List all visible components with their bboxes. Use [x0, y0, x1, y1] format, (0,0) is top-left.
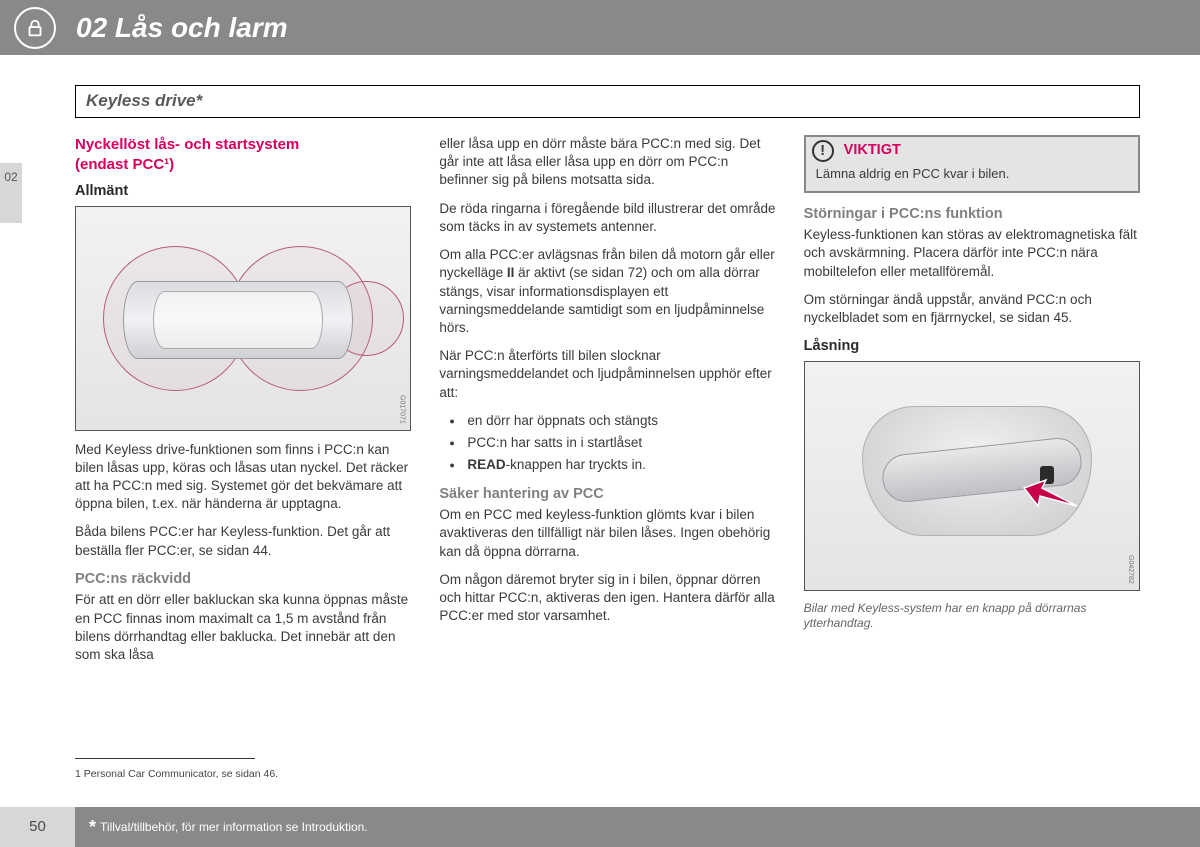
paragraph: Keyless-funktionen kan störas av elektro…	[804, 226, 1140, 281]
subheading: Säker hantering av PCC	[439, 485, 775, 505]
section-title: Keyless drive*	[75, 85, 1140, 118]
footer-text: Tillval/tillbehör, för mer information s…	[100, 819, 368, 835]
figure-coverage: G017071	[75, 206, 411, 431]
column-1: Nyckellöst lås- och startsystem (endast …	[75, 135, 411, 674]
footer-bar: * Tillval/tillbehör, för mer information…	[75, 807, 1200, 847]
subheading: Allmänt	[75, 182, 411, 202]
important-callout: ! VIKTIGT Lämna aldrig en PCC kvar i bil…	[804, 135, 1140, 193]
asterisk-icon: *	[89, 815, 96, 839]
footnote: 1 Personal Car Communicator, se sidan 46…	[75, 767, 278, 781]
column-3: ! VIKTIGT Lämna aldrig en PCC kvar i bil…	[804, 135, 1140, 674]
subheading: PCC:ns räckvidd	[75, 570, 411, 590]
footnote-divider	[75, 758, 255, 759]
paragraph: Om någon däremot bryter sig in i bilen, …	[439, 571, 775, 626]
list-item: PCC:n har satts in i startlåset	[439, 434, 775, 452]
paragraph: Om en PCC med keyless-funktion glömts kv…	[439, 506, 775, 561]
heading-line2: (endast PCC¹)	[75, 156, 174, 173]
paragraph: Om alla PCC:er avlägsnas från bilen då m…	[439, 246, 775, 337]
figure-id: G042782	[1126, 555, 1135, 584]
figure-id: G017071	[397, 395, 406, 424]
footer: 50 * Tillval/tillbehör, för mer informat…	[0, 807, 1200, 847]
paragraph: eller låsa upp en dörr måste bära PCC:n …	[439, 135, 775, 190]
paragraph: För att en dörr eller bakluckan ska kunn…	[75, 591, 411, 664]
subheading: Störningar i PCC:ns funktion	[804, 205, 1140, 225]
bold-text: READ	[467, 457, 505, 472]
chapter-title: 02 Lås och larm	[76, 9, 288, 47]
lock-icon	[14, 7, 56, 49]
list-item: en dörr har öppnats och stängts	[439, 412, 775, 430]
paragraph: Båda bilens PCC:er har Keyless-funktion.…	[75, 523, 411, 559]
paragraph: Om störningar ändå uppstår, använd PCC:n…	[804, 291, 1140, 327]
header-bar: 02 Lås och larm	[0, 0, 1200, 55]
column-2: eller låsa upp en dörr måste bära PCC:n …	[439, 135, 775, 674]
subheading: Låsning	[804, 337, 1140, 357]
bullet-list: en dörr har öppnats och stängts PCC:n ha…	[439, 412, 775, 475]
side-tab: 02	[0, 163, 22, 223]
content-columns: Nyckellöst lås- och startsystem (endast …	[75, 135, 1140, 674]
important-title: VIKTIGT	[844, 141, 901, 161]
figure-handle: G042782	[804, 361, 1140, 591]
warning-icon: !	[812, 140, 834, 162]
paragraph: Med Keyless drive-funktionen som finns i…	[75, 441, 411, 514]
page-number: 50	[0, 807, 75, 847]
list-item: READ-knappen har tryckts in.	[439, 456, 775, 474]
paragraph: När PCC:n återförts till bilen slocknar …	[439, 347, 775, 402]
heading-line1: Nyckellöst lås- och startsystem	[75, 136, 299, 153]
important-body: Lämna aldrig en PCC kvar i bilen.	[806, 163, 1138, 191]
text-span: -knappen har tryckts in.	[506, 457, 646, 472]
figure-caption: Bilar med Keyless-system har en knapp på…	[804, 601, 1140, 631]
paragraph: De röda ringarna i föregående bild illus…	[439, 200, 775, 236]
heading-red: Nyckellöst lås- och startsystem (endast …	[75, 135, 411, 174]
